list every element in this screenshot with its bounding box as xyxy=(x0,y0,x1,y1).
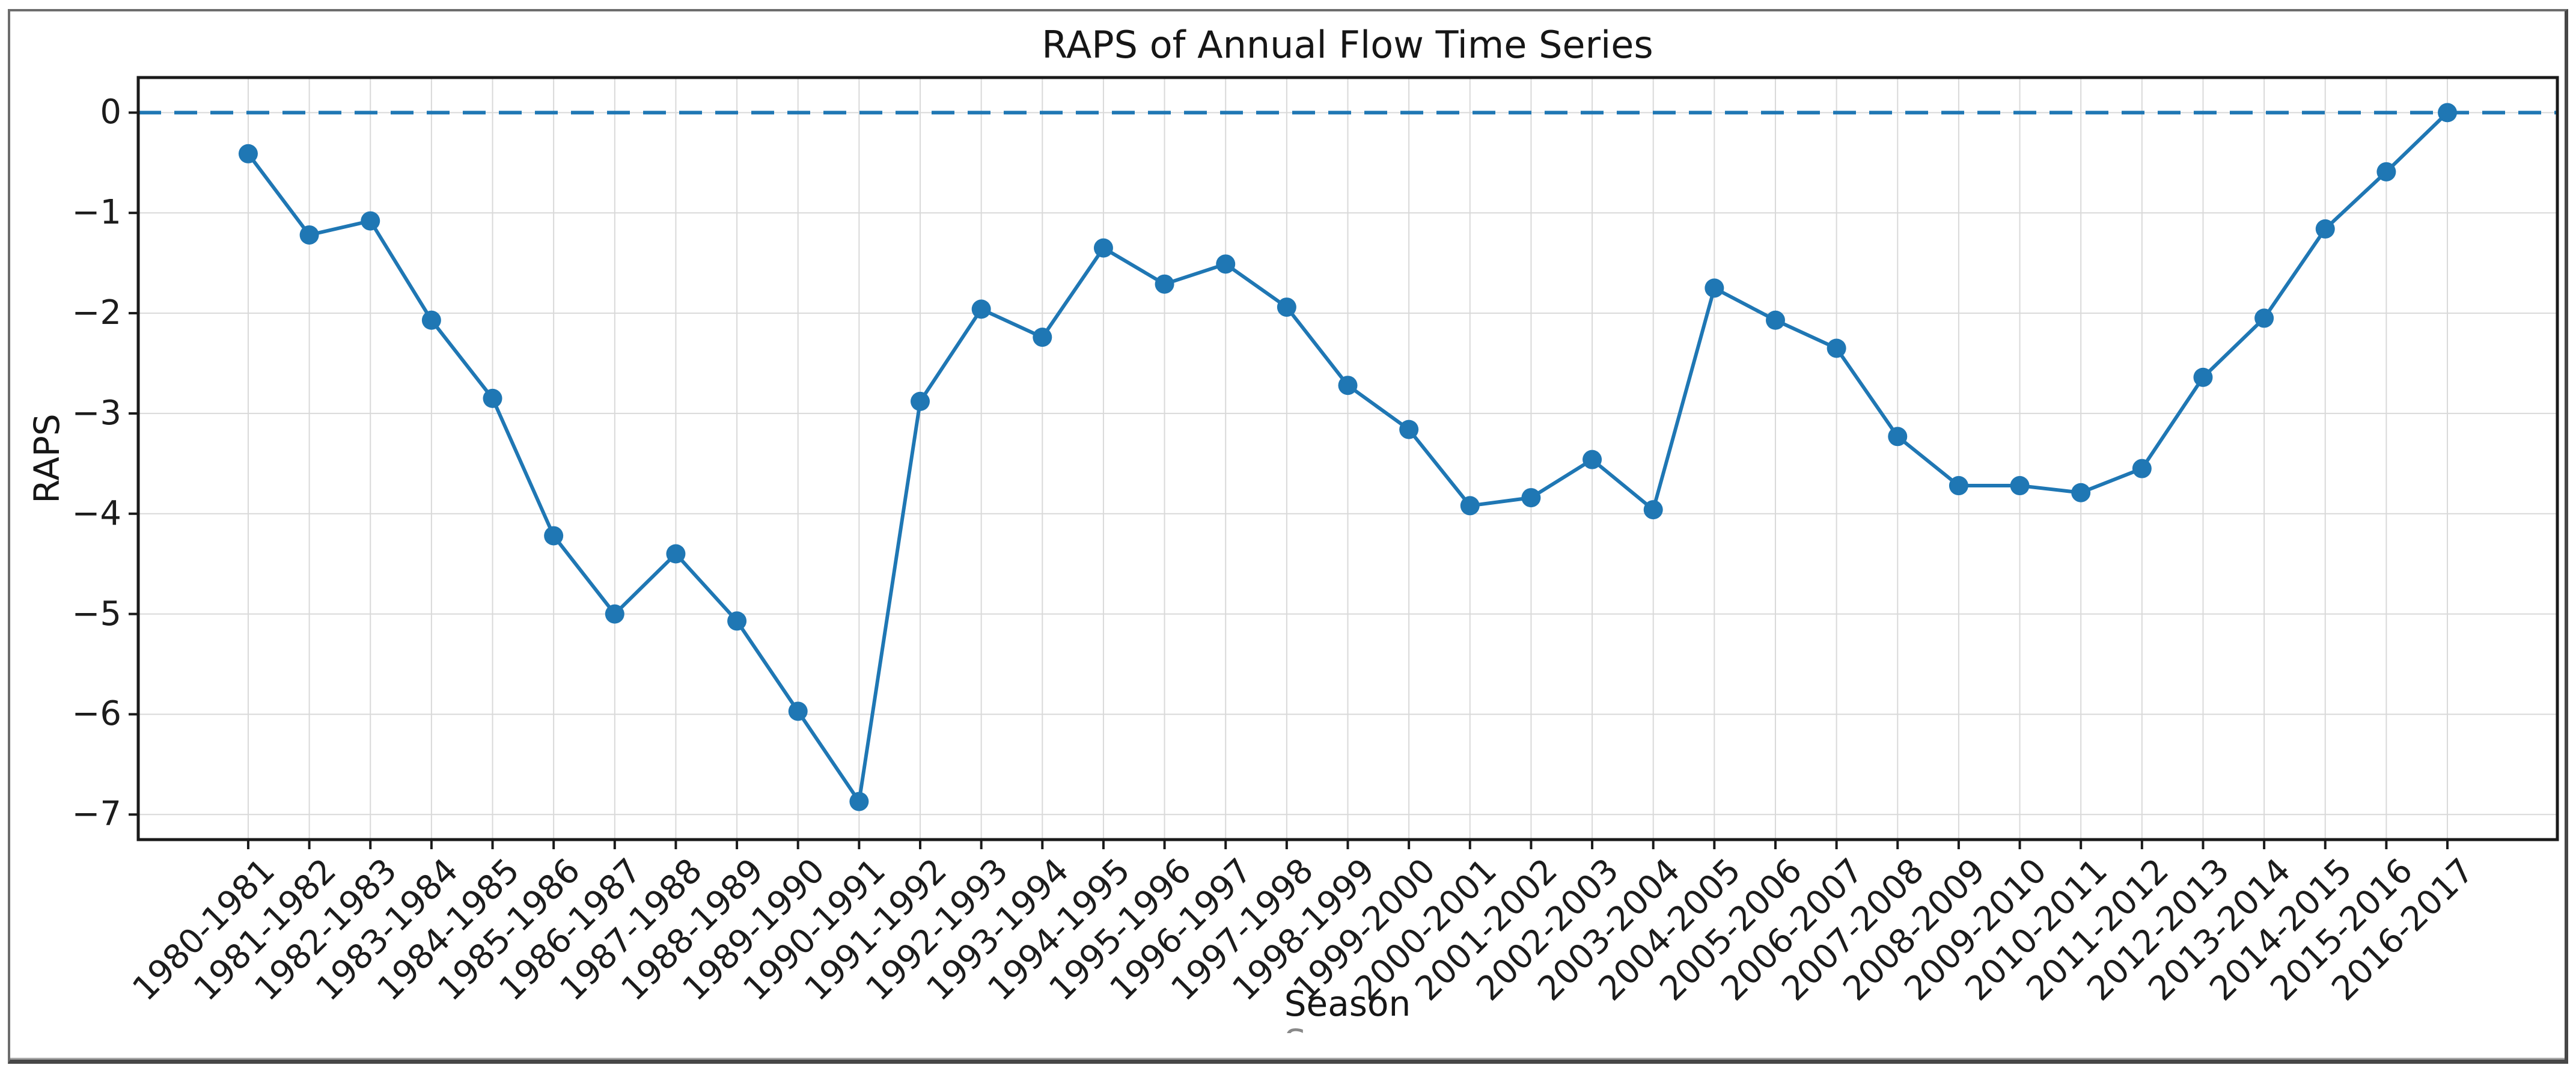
data-point xyxy=(1583,450,1602,469)
data-point xyxy=(666,544,686,564)
data-point xyxy=(605,604,624,624)
y-tick-label: −7 xyxy=(72,795,121,834)
data-point xyxy=(1765,310,1785,330)
data-point xyxy=(911,391,930,411)
data-point xyxy=(1399,420,1419,439)
y-tick-label: −2 xyxy=(72,293,121,333)
data-point xyxy=(849,792,869,811)
data-point xyxy=(2071,483,2091,502)
chart-title: RAPS of Annual Flow Time Series xyxy=(1042,23,1653,67)
y-tick-label: −1 xyxy=(72,193,121,233)
data-point xyxy=(361,211,380,231)
data-point xyxy=(544,526,564,546)
data-point xyxy=(2254,308,2274,328)
data-point xyxy=(1827,338,1846,358)
data-point xyxy=(1093,238,1113,258)
data-point xyxy=(421,310,441,330)
y-tick-label: −3 xyxy=(72,393,121,433)
y-tick-label: 0 xyxy=(100,93,121,132)
figure-border xyxy=(8,9,2568,1064)
data-point xyxy=(1705,278,1724,298)
data-point xyxy=(788,701,808,721)
y-tick-label: −6 xyxy=(72,694,121,734)
data-point xyxy=(1033,328,1052,347)
x-axis-label: Season xyxy=(1284,983,1411,1024)
data-point xyxy=(1155,274,1174,294)
data-point xyxy=(2193,367,2213,387)
data-point xyxy=(1216,254,1236,274)
data-point xyxy=(971,299,991,319)
data-point xyxy=(2315,219,2335,239)
data-point xyxy=(299,225,319,245)
data-point xyxy=(1888,427,1908,447)
data-point xyxy=(1949,476,1968,496)
data-point xyxy=(1460,496,1480,516)
data-point xyxy=(2132,459,2152,478)
data-point xyxy=(727,611,747,631)
data-point xyxy=(2376,162,2396,182)
x-axis-label-clipped-text: Season xyxy=(1284,1024,1411,1033)
x-axis-label-clipped: Season xyxy=(1284,1024,1411,1033)
data-point xyxy=(1521,488,1541,508)
data-point xyxy=(2010,476,2030,496)
data-point xyxy=(1643,500,1663,520)
data-point xyxy=(483,388,502,408)
y-tick-label: −4 xyxy=(72,493,121,533)
data-point xyxy=(2438,103,2458,123)
data-point xyxy=(1277,297,1296,317)
y-tick-label: −5 xyxy=(72,594,121,633)
data-point xyxy=(238,144,258,163)
data-point xyxy=(1338,376,1358,395)
